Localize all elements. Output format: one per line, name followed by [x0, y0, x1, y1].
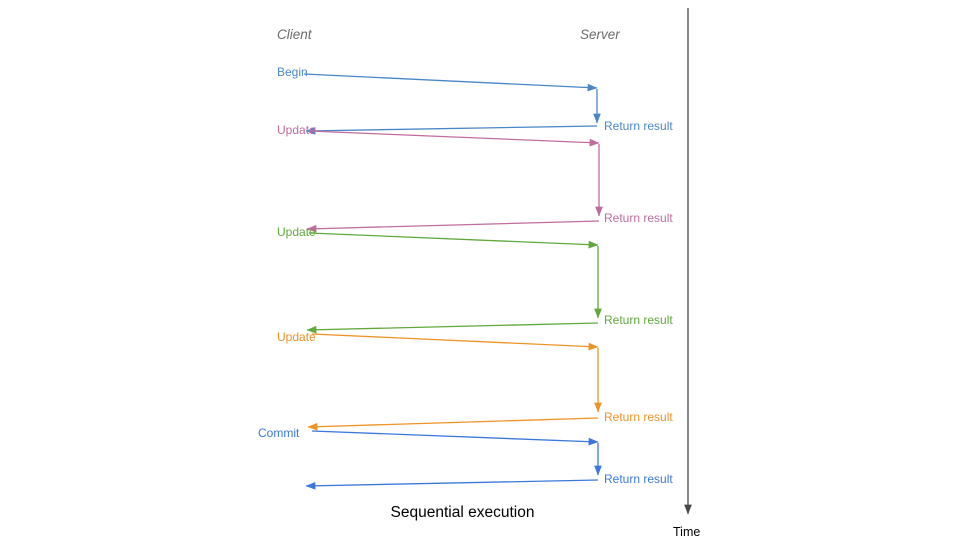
update3-return-label: Return result: [604, 410, 673, 424]
update3-return-line: [307, 417, 599, 431]
update1-request-line: [308, 130, 600, 147]
update2-return-line: [306, 322, 599, 334]
message-update-1: [306, 130, 603, 233]
update2-label: Update: [277, 225, 316, 239]
commit-return-line: [305, 479, 599, 490]
begin-label: Begin: [277, 65, 308, 79]
commit-return-label: Return result: [604, 472, 673, 486]
client-column-label: Client: [277, 27, 312, 42]
message-update-3: [307, 333, 602, 431]
begin-request-line: [303, 73, 598, 92]
message-commit: [305, 430, 602, 490]
commit-label: Commit: [258, 426, 300, 440]
message-update-2: [306, 232, 602, 334]
update2-return-label: Return result: [604, 313, 673, 327]
update1-return-line: [306, 220, 600, 233]
commit-request-line: [311, 430, 599, 446]
begin-return-label: Return result: [604, 119, 673, 133]
update1-return-label: Return result: [604, 211, 673, 225]
update3-label: Update: [277, 330, 316, 344]
begin-return-line: [305, 125, 598, 135]
server-column-label: Server: [580, 27, 620, 42]
message-begin: [303, 73, 601, 135]
update2-request-line: [308, 232, 599, 249]
time-axis-label: Time: [673, 525, 701, 539]
update1-label: Update: [277, 123, 316, 137]
diagram-title: Sequential execution: [390, 504, 535, 521]
update3-request-line: [311, 333, 599, 351]
